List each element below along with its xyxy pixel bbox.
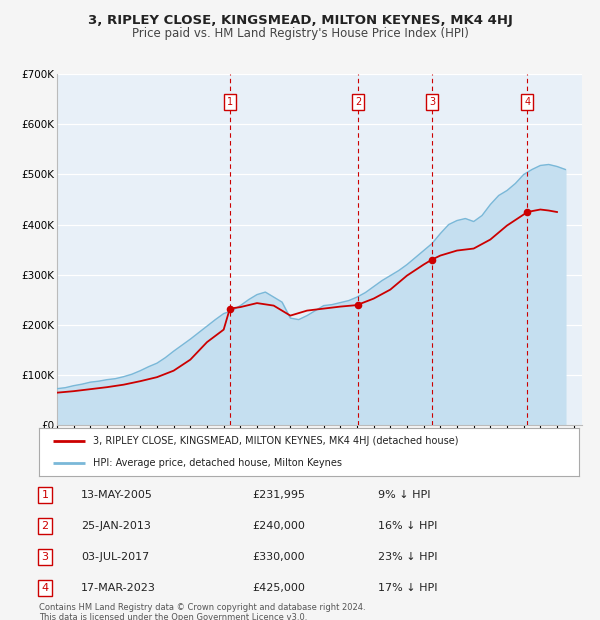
Text: 4: 4 xyxy=(524,97,530,107)
Text: Contains HM Land Registry data © Crown copyright and database right 2024.: Contains HM Land Registry data © Crown c… xyxy=(39,603,365,612)
Text: 17% ↓ HPI: 17% ↓ HPI xyxy=(378,583,437,593)
Text: 25-JAN-2013: 25-JAN-2013 xyxy=(81,521,151,531)
Text: 1: 1 xyxy=(227,97,233,107)
Text: 3, RIPLEY CLOSE, KINGSMEAD, MILTON KEYNES, MK4 4HJ (detached house): 3, RIPLEY CLOSE, KINGSMEAD, MILTON KEYNE… xyxy=(93,436,458,446)
Text: 23% ↓ HPI: 23% ↓ HPI xyxy=(378,552,437,562)
Text: 2: 2 xyxy=(355,97,361,107)
Point xyxy=(523,207,532,217)
Text: £231,995: £231,995 xyxy=(252,490,305,500)
Text: 13-MAY-2005: 13-MAY-2005 xyxy=(81,490,153,500)
Point xyxy=(353,299,363,309)
Text: Price paid vs. HM Land Registry's House Price Index (HPI): Price paid vs. HM Land Registry's House … xyxy=(131,27,469,40)
Text: 3: 3 xyxy=(429,97,435,107)
Text: 4: 4 xyxy=(41,583,49,593)
Text: £330,000: £330,000 xyxy=(252,552,305,562)
Text: 1: 1 xyxy=(41,490,49,500)
Text: 3, RIPLEY CLOSE, KINGSMEAD, MILTON KEYNES, MK4 4HJ: 3, RIPLEY CLOSE, KINGSMEAD, MILTON KEYNE… xyxy=(88,14,512,27)
Text: £425,000: £425,000 xyxy=(252,583,305,593)
Text: This data is licensed under the Open Government Licence v3.0.: This data is licensed under the Open Gov… xyxy=(39,613,307,620)
Text: 2: 2 xyxy=(41,521,49,531)
Text: 17-MAR-2023: 17-MAR-2023 xyxy=(81,583,156,593)
Point xyxy=(427,255,437,265)
Text: HPI: Average price, detached house, Milton Keynes: HPI: Average price, detached house, Milt… xyxy=(93,458,342,468)
Text: 9% ↓ HPI: 9% ↓ HPI xyxy=(378,490,431,500)
Text: £240,000: £240,000 xyxy=(252,521,305,531)
Point xyxy=(225,304,235,314)
Text: 16% ↓ HPI: 16% ↓ HPI xyxy=(378,521,437,531)
Text: 03-JUL-2017: 03-JUL-2017 xyxy=(81,552,149,562)
Text: 3: 3 xyxy=(41,552,49,562)
